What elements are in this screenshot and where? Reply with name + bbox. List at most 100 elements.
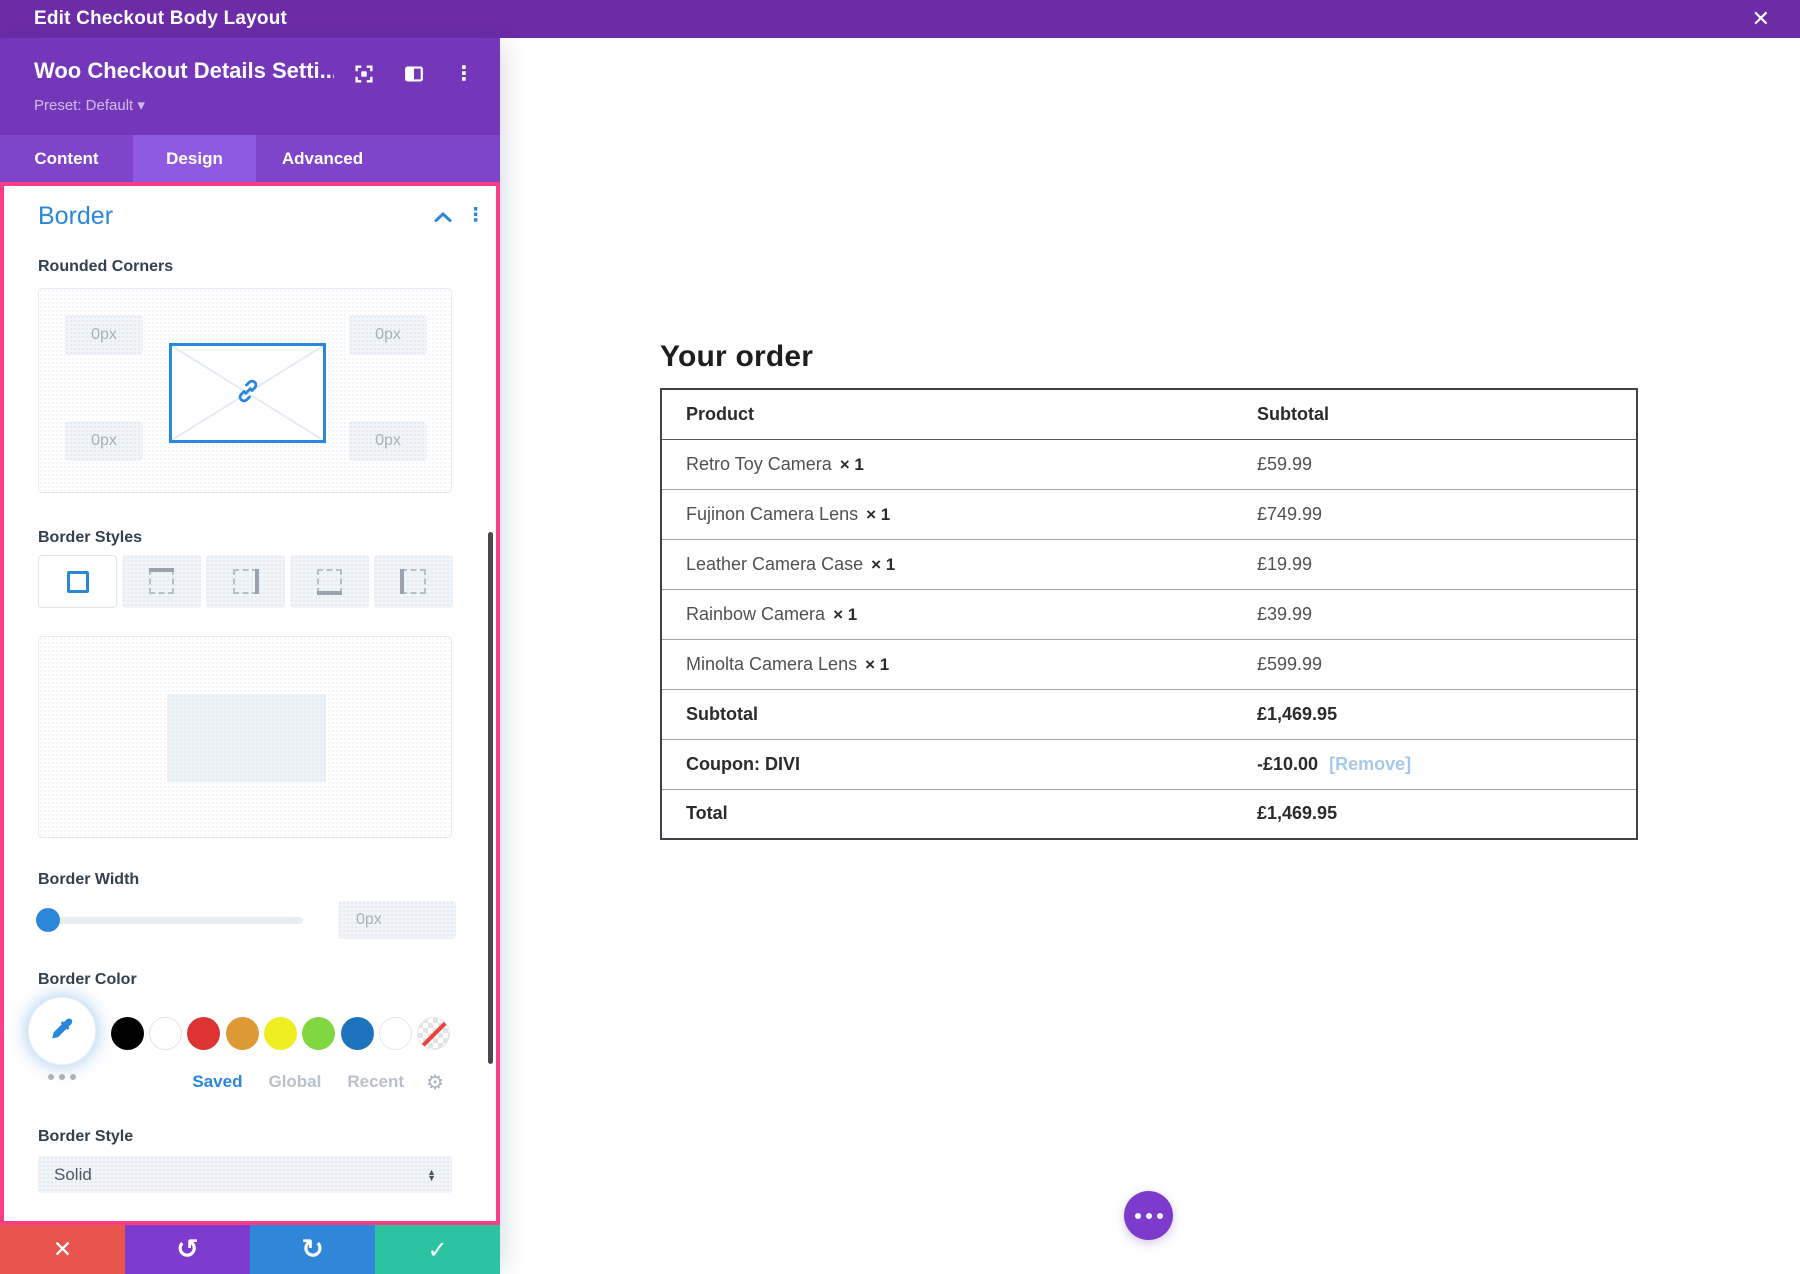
product-column-header: Product [661,389,1233,440]
border-style-bottom-button[interactable] [290,555,369,608]
chevron-up-icon[interactable] [434,210,452,228]
palette-tabs: Saved Global Recent ⚙ [4,1070,456,1094]
focus-element-icon[interactable] [352,62,376,86]
tab-content[interactable]: Content [34,148,99,168]
product-name: Leather Camera Case [686,553,864,574]
caret-down-icon: ▾ [137,97,145,114]
table-row: Rainbow Camera × 1 £39.99 [661,588,1637,639]
product-name: Fujinon Camera Lens [686,503,859,524]
more-colors-button[interactable] [48,1074,76,1080]
panel-menu-icon[interactable]: ⋮ [454,63,474,85]
gear-icon[interactable]: ⚙ [426,1070,444,1094]
product-price: £749.99 [1233,488,1637,539]
border-preview-box [38,636,452,838]
border-width-slider[interactable] [36,908,303,932]
link-icon [234,377,262,410]
corner-bottom-left-input[interactable]: 0px [65,421,143,461]
border-style-select[interactable]: Solid ▲ ▼ [38,1156,452,1193]
close-icon[interactable]: ✕ [1751,6,1770,31]
corner-bottom-right-input[interactable]: 0px [349,421,427,461]
product-price: £19.99 [1233,538,1637,589]
panel-scrollbar[interactable] [488,532,493,1064]
total-row: Total £1,469.95 [661,788,1637,839]
palette-tab-recent[interactable]: Recent [347,1072,405,1091]
corner-top-left-input[interactable]: 0px [65,315,143,355]
border-style-left-button[interactable] [374,555,453,608]
table-row: Retro Toy Camera × 1 £59.99 [661,438,1637,489]
swatch-orange[interactable] [226,1017,259,1050]
border-style-right-button[interactable] [206,555,285,608]
tab-design[interactable]: Design [133,135,256,182]
top-border-icon [149,568,174,594]
swatch-blue[interactable] [341,1017,374,1050]
settings-panel: Woo Checkout Details Setti... ⋮ [0,38,500,1274]
all-borders-icon [66,570,89,593]
order-table: Product Subtotal Retro Toy Camera × 1 £59… [660,388,1638,840]
save-button[interactable]: ✓ [375,1225,500,1274]
coupon-row: Coupon: DIVI -£10.00 [Remove] [661,738,1637,789]
undo-button[interactable]: ↺ [125,1225,250,1274]
border-width-label: Border Width [38,871,140,888]
product-qty: × 1 [833,604,858,624]
border-width-input[interactable]: 0px [338,901,456,939]
border-style-all-button[interactable] [38,555,117,608]
subtotal-value: £1,469.95 [1233,688,1637,739]
border-style-value: Solid [54,1164,92,1184]
swatch-green[interactable] [302,1017,335,1050]
product-name: Minolta Camera Lens [686,653,858,674]
border-section-toggle[interactable]: Border [38,202,114,230]
subtotal-column-header: Subtotal [1233,389,1637,440]
bottom-border-icon [317,569,342,595]
eyedropper-button[interactable] [29,998,95,1064]
coupon-label: Coupon: DIVI [661,738,1233,789]
order-heading: Your order [660,340,814,373]
corner-top-right-input[interactable]: 0px [349,315,427,355]
border-color-label: Border Color [38,971,137,988]
border-style-top-button[interactable] [122,555,201,608]
border-styles-label: Border Styles [38,529,143,546]
swatch-white[interactable] [149,1017,182,1050]
redo-button[interactable]: ↻ [250,1225,375,1274]
redo-icon: ↻ [301,1234,324,1265]
product-qty: × 1 [871,554,896,574]
select-arrows-icon: ▲ ▼ [427,1166,436,1183]
product-price: £59.99 [1233,438,1637,489]
order-header-row: Product Subtotal [661,389,1637,440]
subtotal-label: Subtotal [661,688,1233,739]
slider-thumb[interactable] [36,908,60,932]
swatch-red[interactable] [187,1017,220,1050]
left-border-icon [400,569,426,594]
dot [1145,1212,1152,1219]
palette-tab-global[interactable]: Global [268,1072,322,1091]
border-styles-row [38,555,453,608]
modal-titlebar: Edit Checkout Body Layout ✕ [0,0,1800,38]
border-style-label: Border Style [38,1128,134,1145]
product-name: Rainbow Camera [686,603,826,624]
section-menu-icon[interactable]: ⋮ [466,205,485,226]
eyedropper-icon [49,1016,75,1047]
modal-title: Edit Checkout Body Layout [34,8,288,29]
product-qty: × 1 [866,504,891,524]
design-settings-area: Border ⋮ Rounded Corners 0px 0px 0px 0px [0,182,500,1225]
palette-tab-saved[interactable]: Saved [192,1072,243,1091]
preset-selector[interactable]: Preset: Default ▾ [34,97,145,114]
cancel-button[interactable]: ✕ [0,1225,125,1274]
dot [1156,1212,1163,1219]
product-qty: × 1 [865,654,890,674]
tab-advanced[interactable]: Advanced [281,148,364,168]
page-options-button[interactable] [1124,1191,1173,1240]
total-value: £1,469.95 [1233,788,1637,839]
swatch-yellow[interactable] [264,1017,297,1050]
total-label: Total [661,788,1233,839]
swatch-black[interactable] [111,1017,144,1050]
undo-icon: ↺ [176,1234,199,1265]
dot [1134,1212,1141,1219]
split-view-icon[interactable] [402,62,426,86]
link-corners-toggle[interactable] [169,343,326,443]
swatch-none[interactable] [417,1017,450,1050]
panel-title: Woo Checkout Details Setti... [34,58,334,83]
product-price: £599.99 [1233,638,1637,689]
swatch-transparent[interactable] [379,1017,412,1050]
remove-coupon-link[interactable]: [Remove] [1329,753,1412,774]
